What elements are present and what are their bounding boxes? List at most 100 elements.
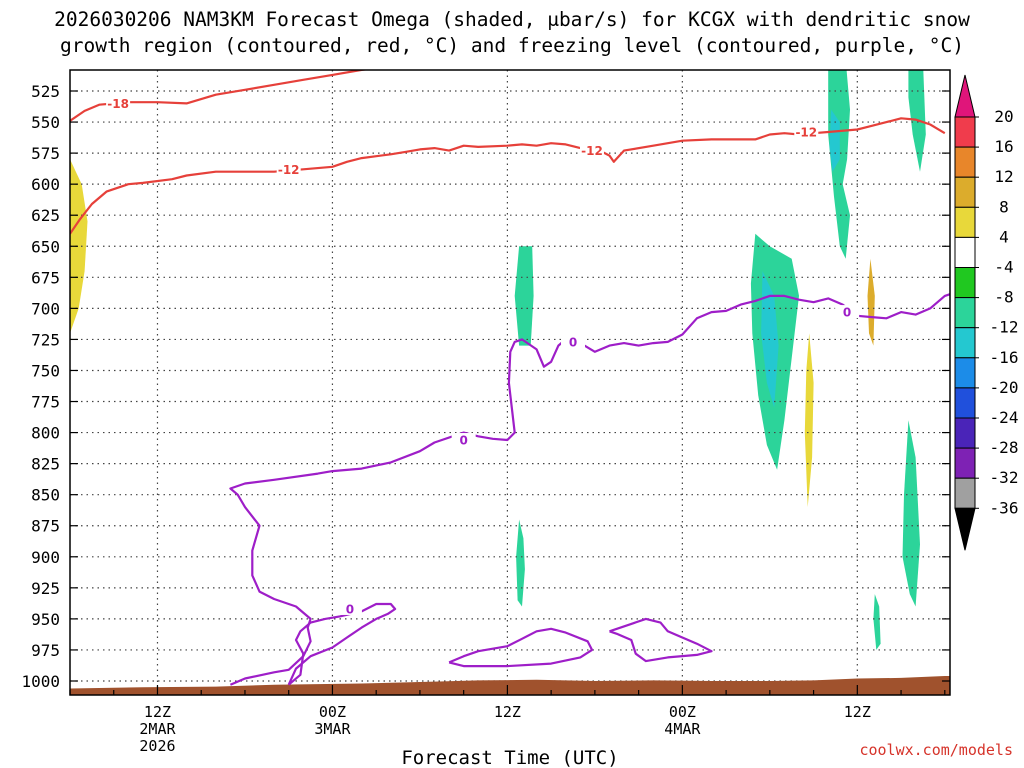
contour-label-freezing-level-low: 0 [346, 602, 354, 616]
colorbar-swatch-7 [954, 327, 976, 359]
contour-label-freezing-level: 0 [459, 434, 467, 448]
contour-label-bg [276, 162, 301, 176]
title-line-1: 2026030206 NAM3KM Forecast Omega (shaded… [54, 8, 970, 31]
colorbar-bottom-triangle [954, 507, 976, 551]
colorbar-label-9: -20 [990, 378, 1019, 397]
omega-region-ascent-low-mid [539, 445, 559, 582]
omega-region-descent-lowlevel [516, 519, 525, 607]
y-tick-label-775: 775 [31, 393, 60, 412]
contour-label-bg [337, 601, 362, 615]
colorbar-swatch-11 [954, 447, 976, 479]
contour-label-bg [835, 305, 860, 319]
omega-region-ascent-top-left [156, 70, 181, 104]
colorbar-top-triangle [954, 74, 976, 118]
terrain-surface [70, 676, 950, 695]
colorbar-swatch-3 [954, 206, 976, 238]
contour-freezing-level [229, 293, 950, 686]
y-tick-label-575: 575 [31, 144, 60, 163]
colorbar-swatch-10 [954, 417, 976, 449]
colorbar-label-4: 4 [999, 227, 1009, 246]
colorbar-label-6: -8 [994, 288, 1013, 307]
colorbar-label-11: -28 [990, 438, 1019, 457]
contour-label-dendritic-growth-lower: -12 [581, 144, 603, 158]
omega-region-descent-midday [514, 246, 534, 346]
colorbar-swatch-0 [954, 116, 976, 148]
y-tick-label-850: 850 [31, 486, 60, 505]
colorbar-swatch-4 [954, 236, 976, 268]
colorbar-swatch-9 [954, 387, 976, 419]
omega-region-descent-tiny [873, 594, 881, 650]
y-tick-label-875: 875 [31, 517, 60, 536]
colorbar-swatch-5 [954, 267, 976, 299]
y-tick-label-675: 675 [31, 268, 60, 287]
contour-label-bg [451, 433, 476, 447]
y-tick-label-1000: 1000 [21, 672, 60, 691]
omega-region-descent-upper-right-core [829, 109, 840, 172]
omega-region-ascent-far-right [902, 264, 910, 321]
contour-label-freezing-level: 0 [843, 306, 851, 320]
credit-text: coolwx.com/models [859, 741, 1013, 759]
colorbar-label-1: 16 [994, 137, 1013, 156]
x-tick-label-6-2: 2026 [139, 737, 175, 755]
x-tick-label-30-0: 12Z [494, 703, 521, 721]
terrain-fill [70, 676, 950, 695]
x-axis-label: Forecast Time (UTC) [401, 747, 618, 768]
colorbar-swatch-12 [954, 477, 976, 509]
colorbar-swatch-1 [954, 146, 976, 178]
omega-shading [70, 70, 926, 650]
colorbar-label-8: -16 [990, 348, 1019, 367]
x-tick-label-42-1: 4MAR [664, 720, 701, 738]
contour-label-bg [106, 96, 131, 110]
y-tick-label-925: 925 [31, 579, 60, 598]
contour-label-bg [579, 143, 604, 157]
plot-area: -18 -12 -12 -12 0 0 0 0 [69, 69, 951, 696]
contour-label-bg [794, 124, 819, 138]
contour-label-dendritic-growth-lower: -12 [795, 125, 817, 139]
omega-region-ascent-west-core [70, 159, 88, 334]
colorbar-label-3: 8 [999, 197, 1009, 216]
y-tick-label-825: 825 [31, 455, 60, 474]
y-tick-label-800: 800 [31, 424, 60, 443]
colorbar-swatch-6 [954, 297, 976, 329]
contour-label-bg [561, 334, 586, 348]
y-tick-label-950: 950 [31, 610, 60, 629]
omega-region-ascent-midday-column [583, 97, 598, 228]
colorbar-swatch-2 [954, 176, 976, 208]
y-tick-label-650: 650 [31, 237, 60, 256]
title-line-2: growth region (contoured, red, °C) and f… [60, 34, 964, 57]
y-tick-label-600: 600 [31, 175, 60, 194]
colorbar-label-0: 20 [994, 107, 1013, 126]
colorbar: 20 16 12 8 4 -4 -8 -12 -16 -20 -24 -28 -32 -36 [954, 74, 1019, 551]
x-tick-label-18-0: 00Z [319, 703, 346, 721]
colorbar-label-7: -12 [990, 318, 1019, 337]
contour-label-dendritic-growth-upper: -18 [107, 97, 129, 111]
y-tick-label-525: 525 [31, 82, 60, 101]
plot-border [69, 69, 951, 696]
x-tick-label-6-1: 2MAR [139, 720, 176, 738]
x-tick-label-54-0: 12Z [844, 703, 871, 721]
x-tick-label-6-0: 12Z [144, 703, 171, 721]
y-axis-ticks: 525 550 575 600 625 650 675 700 725 750 775 800 825 8… [21, 82, 950, 691]
y-tick-label-725: 725 [31, 330, 60, 349]
contour-label-freezing-level: 0 [569, 335, 577, 349]
x-tick-label-42-0: 00Z [669, 703, 696, 721]
colorbar-swatch-8 [954, 357, 976, 389]
omega-region-descent-far-right-low [902, 420, 920, 607]
x-tick-label-18-1: 3MAR [314, 720, 351, 738]
temperature-contours: -18 -12 -12 -12 0 0 0 0 [70, 70, 950, 686]
colorbar-label-12: -32 [990, 468, 1019, 487]
colorbar-label-10: -24 [990, 408, 1019, 427]
colorbar-label-2: 12 [994, 167, 1013, 186]
contour-label-dendritic-growth-lower: -12 [278, 163, 300, 177]
contour-freezing-lens-2 [609, 617, 713, 663]
chart-title: 2026030206 NAM3KM Forecast Omega (shaded… [54, 8, 970, 57]
y-tick-label-750: 750 [31, 361, 60, 380]
y-tick-label-900: 900 [31, 548, 60, 567]
y-tick-label-625: 625 [31, 206, 60, 225]
colorbar-label-13: -36 [990, 498, 1019, 517]
y-tick-label-700: 700 [31, 299, 60, 318]
omega-region-ascent-right-core [867, 258, 875, 346]
y-tick-label-550: 550 [31, 113, 60, 132]
